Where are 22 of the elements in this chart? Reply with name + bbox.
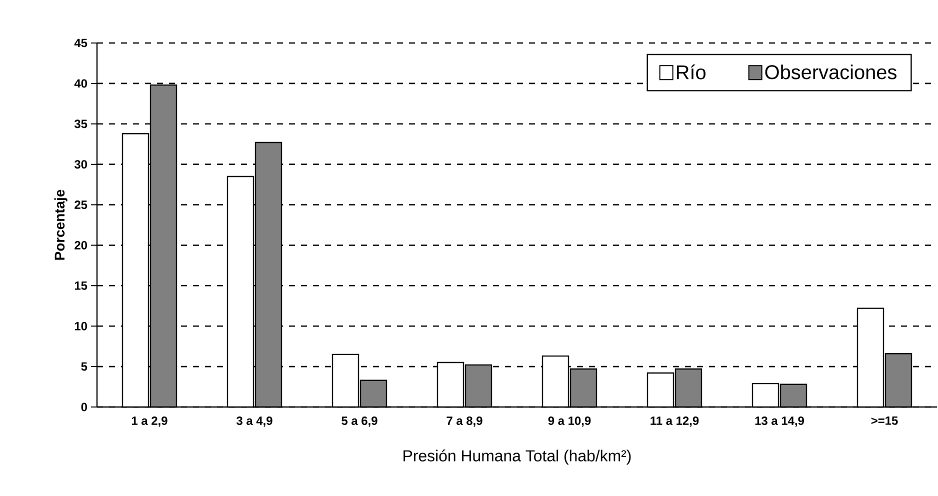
x-tick-label: >=15 xyxy=(871,416,898,425)
y-tick-label: 30 xyxy=(74,160,87,169)
legend-label: Río xyxy=(676,64,706,80)
x-tick-label: 9 a 10,9 xyxy=(548,416,591,427)
x-tick-label: 11 a 12,9 xyxy=(650,416,699,427)
y-tick-label: 35 xyxy=(74,120,88,128)
x-tick-label: 5 a 6,9 xyxy=(342,416,378,427)
legend-label: Observaciones xyxy=(765,64,896,80)
y-tick-label: 5 xyxy=(81,362,88,371)
x-tick-label: 13 a 14,9 xyxy=(755,416,804,427)
y-tick-label: 25 xyxy=(74,200,88,209)
y-tick-label: 10 xyxy=(74,322,87,330)
x-tick-label: 1 a 2,9 xyxy=(132,416,168,427)
y-tick-label: 20 xyxy=(74,240,87,250)
x-axis-title: Presión Humana Total (hab/km²) xyxy=(404,450,631,465)
y-tick-label: 15 xyxy=(74,282,88,290)
y-tick-label: 45 xyxy=(74,38,88,48)
y-tick-label: 0 xyxy=(81,402,87,412)
y-tick-label: 40 xyxy=(74,79,87,88)
x-tick-label: 7 a 8,9 xyxy=(446,416,482,427)
x-tick-label: 3 a 4,9 xyxy=(236,416,272,427)
y-axis-title: Porcentaje xyxy=(54,190,68,260)
